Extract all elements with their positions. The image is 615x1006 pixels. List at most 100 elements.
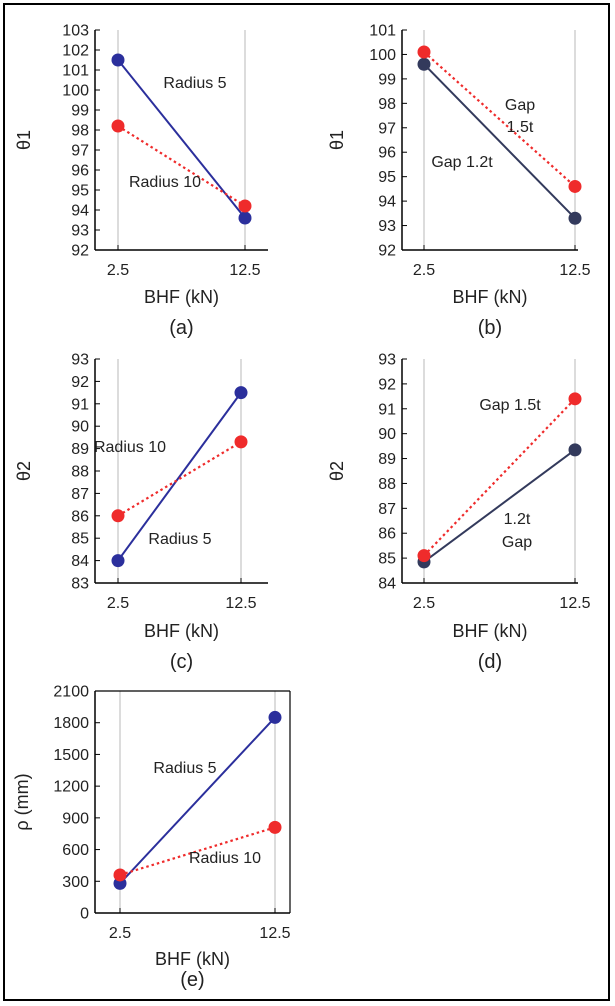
annotation-2: 1.2t — [504, 511, 531, 528]
x-tick-label: 2.5 — [107, 595, 129, 612]
data-point-s2-2 — [568, 392, 582, 406]
x-tick-label: 12.5 — [225, 595, 256, 612]
data-point-s1-2 — [234, 386, 248, 400]
data-point-s2-2 — [268, 820, 282, 834]
panel-label: (e) — [180, 969, 204, 991]
y-tick-label: 91 — [71, 396, 89, 413]
x-tick-label: 12.5 — [559, 595, 590, 612]
series-line-1 — [423, 449, 576, 563]
chart-panel-5: 0 300 600 900 1200 1500 1800 2100 2.5 12.5 Radius … — [12, 684, 291, 992]
x-tick-label: 12.5 — [229, 262, 260, 279]
annotation-2: Radius 10 — [189, 850, 261, 867]
annotation-3: Gap 1.2t — [431, 154, 493, 171]
y-axis-label: θ2 — [327, 461, 347, 481]
y-tick-label: 300 — [62, 874, 89, 891]
y-tick-label: 89 — [71, 441, 89, 458]
y-tick-label: 95 — [71, 183, 89, 200]
panel-label: (a) — [169, 317, 193, 339]
y-tick-label: 90 — [378, 426, 396, 443]
y-tick-label: 96 — [71, 163, 89, 180]
y-tick-label: 92 — [378, 243, 396, 260]
panel-label: (c) — [170, 651, 193, 673]
x-tick-label: 2.5 — [107, 262, 129, 279]
data-point-s2-1 — [111, 509, 125, 523]
annotation-3: Gap — [502, 534, 532, 551]
y-tick-label: 2100 — [53, 684, 89, 701]
y-tick-label: 93 — [71, 223, 89, 240]
y-tick-label: 1500 — [53, 747, 89, 764]
y-tick-label: 101 — [369, 23, 396, 40]
series-line-2 — [423, 51, 576, 188]
x-axis-label: BHF (kN) — [144, 287, 219, 307]
data-point-s2-1 — [113, 868, 127, 882]
data-point-s2-2 — [238, 199, 252, 213]
y-tick-label: 97 — [378, 120, 396, 137]
annotation-2: 1.5t — [507, 119, 534, 136]
y-tick-label: 97 — [71, 143, 89, 160]
y-tick-label: 89 — [378, 451, 396, 468]
y-tick-label: 0 — [80, 906, 89, 923]
data-point-s1-2 — [568, 443, 582, 457]
series-line-1 — [117, 392, 242, 562]
y-tick-label: 1200 — [53, 779, 89, 796]
annotation-1: Gap 1.5t — [479, 397, 541, 414]
annotation-1: Radius 5 — [153, 760, 216, 777]
y-tick-label: 86 — [71, 508, 89, 525]
y-tick-label: 86 — [378, 526, 396, 543]
x-axis-label: BHF (kN) — [453, 287, 528, 307]
y-tick-label: 88 — [378, 476, 396, 493]
figure-frame — [3, 3, 610, 1001]
panel-label: (d) — [478, 651, 502, 673]
data-point-s1-2 — [238, 211, 252, 225]
annotation-1: Gap — [505, 97, 535, 114]
y-tick-label: 93 — [378, 352, 396, 369]
y-tick-label: 88 — [71, 464, 89, 481]
y-tick-label: 94 — [378, 194, 396, 211]
data-point-s2-2 — [568, 179, 582, 193]
x-axis-label: BHF (kN) — [144, 621, 219, 641]
x-tick-label: 12.5 — [559, 262, 590, 279]
data-point-s1-2 — [568, 211, 582, 225]
y-tick-label: 103 — [62, 23, 89, 40]
y-tick-label: 93 — [378, 218, 396, 235]
y-tick-label: 1800 — [53, 715, 89, 732]
annotation-2: Radius 5 — [148, 531, 211, 548]
series-line-1 — [117, 59, 246, 219]
y-tick-label: 87 — [378, 501, 396, 518]
annotation-1: Radius 10 — [94, 439, 166, 456]
panel-label: (b) — [478, 317, 502, 339]
annotation-1: Radius 5 — [163, 75, 226, 92]
annotation-2: Radius 10 — [129, 174, 201, 191]
y-tick-label: 87 — [71, 486, 89, 503]
x-axis-label: BHF (kN) — [155, 949, 230, 969]
y-tick-label: 84 — [378, 576, 396, 593]
y-tick-label: 102 — [62, 43, 89, 60]
y-tick-label: 100 — [369, 47, 396, 64]
y-tick-label: 96 — [378, 145, 396, 162]
y-tick-label: 99 — [71, 103, 89, 120]
x-tick-label: 12.5 — [259, 925, 290, 942]
data-point-s2-1 — [111, 119, 125, 133]
y-tick-label: 98 — [378, 96, 396, 113]
x-tick-label: 2.5 — [413, 262, 435, 279]
y-tick-label: 98 — [71, 123, 89, 140]
y-tick-label: 85 — [71, 531, 89, 548]
y-axis-label: θ1 — [14, 130, 34, 150]
y-tick-label: 92 — [71, 374, 89, 391]
chart-panel-1: 92 93 94 95 96 97 98 99 100 101 102 103 2.5 12.5 Radiu… — [14, 23, 268, 339]
y-axis-label: θ2 — [14, 461, 34, 481]
x-axis-label: BHF (kN) — [453, 621, 528, 641]
data-point-s2-1 — [417, 549, 431, 563]
series-line-2 — [423, 398, 576, 557]
chart-panel-3: 83 84 85 86 87 88 89 90 91 92 93 2.5 12.5 Radius 10 Ra… — [14, 352, 268, 673]
data-point-s1-1 — [111, 554, 125, 568]
y-tick-label: 100 — [62, 83, 89, 100]
data-point-s1-2 — [268, 710, 282, 724]
y-axis-label: ρ (mm) — [12, 773, 32, 830]
y-tick-label: 85 — [378, 551, 396, 568]
y-tick-label: 91 — [378, 401, 396, 418]
x-tick-label: 2.5 — [413, 595, 435, 612]
data-point-s2-1 — [417, 45, 431, 59]
y-tick-label: 84 — [71, 553, 89, 570]
